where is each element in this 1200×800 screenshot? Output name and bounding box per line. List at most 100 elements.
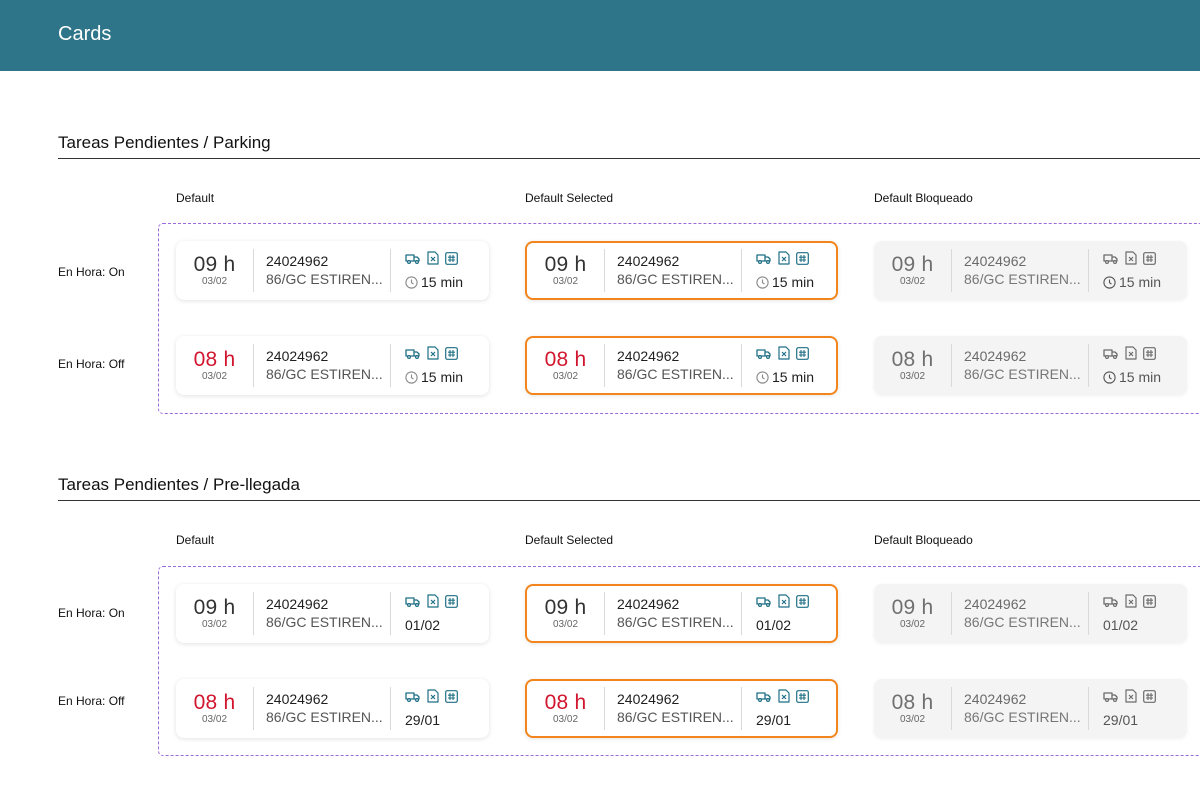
card-icons	[405, 594, 458, 608]
arrival-date: 29/01	[756, 712, 791, 728]
task-description: 86/GC ESTIREN...	[266, 366, 383, 382]
card-icons	[1103, 594, 1156, 608]
task-card-default[interactable]: 08 h 03/02 24024962 86/GC ESTIREN... 15 min	[176, 336, 489, 395]
task-card-blocked: 09 h 03/02 24024962 86/GC ESTIREN... 15 min	[874, 241, 1187, 300]
task-code: 24024962	[964, 596, 1027, 612]
excel-file-icon	[778, 251, 790, 265]
meta-label: 15 min	[772, 369, 815, 385]
truck-icon	[405, 254, 420, 264]
task-code: 24024962	[266, 596, 329, 612]
duration: 15 min	[405, 274, 463, 290]
task-code: 24024962	[266, 348, 329, 364]
card-icons	[405, 346, 458, 360]
arrival-date: 29/01	[1103, 712, 1138, 728]
card-icons	[756, 594, 809, 608]
hash-icon	[445, 594, 458, 608]
task-description: 86/GC ESTIREN...	[617, 614, 734, 630]
hash-icon	[445, 689, 458, 703]
task-description: 86/GC ESTIREN...	[617, 709, 734, 725]
hash-icon	[1143, 251, 1156, 265]
meta-label: 01/02	[405, 617, 441, 633]
hash-icon	[796, 346, 809, 360]
task-description: 86/GC ESTIREN...	[964, 271, 1081, 287]
divider	[604, 592, 605, 635]
date-label: 03/02	[552, 276, 579, 287]
task-code: 24024962	[266, 253, 329, 269]
task-description: 86/GC ESTIREN...	[617, 366, 734, 382]
hour-label: 09 h	[193, 253, 236, 276]
meta-label: 15 min	[1119, 369, 1162, 385]
divider	[741, 592, 742, 635]
task-card-default[interactable]: 09 h 03/02 24024962 86/GC ESTIREN... 15 min	[176, 241, 489, 300]
time-block: 08 h 03/02	[176, 679, 253, 738]
time-block: 08 h 03/02	[176, 336, 253, 395]
duration: 15 min	[1103, 369, 1161, 385]
task-code: 24024962	[617, 691, 680, 707]
divider	[604, 344, 605, 387]
date-label: 03/02	[552, 619, 579, 630]
task-description: 86/GC ESTIREN...	[266, 271, 383, 287]
task-card-default[interactable]: 08 h 03/02 24024962 86/GC ESTIREN... 29/01	[176, 679, 489, 738]
date-label: 03/02	[552, 714, 579, 725]
excel-file-icon	[427, 689, 439, 703]
hash-icon	[1143, 689, 1156, 703]
app-header: Cards	[0, 0, 1200, 71]
time-block: 09 h 03/02	[874, 241, 951, 300]
task-card-default[interactable]: 09 h 03/02 24024962 86/GC ESTIREN... 01/02	[176, 584, 489, 643]
task-code: 24024962	[266, 691, 329, 707]
excel-file-icon	[778, 594, 790, 608]
card-icons	[1103, 689, 1156, 703]
task-description: 86/GC ESTIREN...	[266, 614, 383, 630]
task-code: 24024962	[617, 253, 680, 269]
task-description: 86/GC ESTIREN...	[617, 271, 734, 287]
variants-frame	[158, 566, 1200, 756]
date-label: 03/02	[899, 619, 926, 630]
task-card-selected[interactable]: 08 h 03/02 24024962 86/GC ESTIREN... 29/01	[525, 679, 838, 738]
page-title: Cards	[58, 23, 112, 45]
truck-icon	[405, 692, 420, 702]
clock-icon	[756, 370, 769, 384]
column-label-selected: Default Selected	[525, 533, 614, 547]
divider	[604, 687, 605, 730]
divider	[253, 344, 254, 387]
divider	[253, 249, 254, 292]
hash-icon	[445, 346, 458, 360]
hash-icon	[796, 689, 809, 703]
clock-icon	[1103, 370, 1116, 384]
truck-icon	[405, 597, 420, 607]
meta-label: 29/01	[1103, 712, 1139, 728]
excel-file-icon	[1125, 689, 1137, 703]
task-code: 24024962	[964, 253, 1027, 269]
excel-file-icon	[778, 346, 790, 360]
task-card-selected[interactable]: 09 h 03/02 24024962 86/GC ESTIREN... 01/02	[525, 584, 838, 643]
date-label: 03/02	[201, 714, 228, 725]
truck-icon	[1103, 597, 1118, 607]
task-description: 86/GC ESTIREN...	[266, 709, 383, 725]
task-card-selected[interactable]: 09 h 03/02 24024962 86/GC ESTIREN... 15 min	[525, 241, 838, 300]
hour-label: 08 h	[193, 348, 236, 371]
time-block: 09 h 03/02	[176, 584, 253, 643]
row-label-late: En Hora: Off	[58, 694, 125, 708]
clock-icon	[405, 275, 418, 289]
meta-label: 15 min	[772, 274, 815, 290]
section-title: Tareas Pendientes / Pre-llegada	[58, 475, 300, 494]
card-icons	[1103, 346, 1156, 360]
hash-icon	[445, 251, 458, 265]
date-label: 03/02	[899, 714, 926, 725]
task-description: 86/GC ESTIREN...	[964, 614, 1081, 630]
arrival-date: 29/01	[405, 712, 440, 728]
task-card-selected[interactable]: 08 h 03/02 24024962 86/GC ESTIREN... 15 min	[525, 336, 838, 395]
hash-icon	[1143, 594, 1156, 608]
arrival-date: 01/02	[756, 617, 791, 633]
divider	[741, 687, 742, 730]
date-label: 03/02	[201, 619, 228, 630]
divider	[1088, 687, 1089, 730]
section-pre-llegada: Tareas Pendientes / Pre-llegada Default …	[0, 475, 1200, 765]
column-label-default: Default	[176, 533, 215, 547]
time-block: 09 h 03/02	[527, 584, 604, 639]
meta-label: 15 min	[421, 274, 464, 290]
hour-label: 08 h	[544, 348, 587, 371]
divider	[390, 592, 391, 635]
date-label: 03/02	[899, 371, 926, 382]
row-label-on-time: En Hora: On	[58, 606, 125, 620]
